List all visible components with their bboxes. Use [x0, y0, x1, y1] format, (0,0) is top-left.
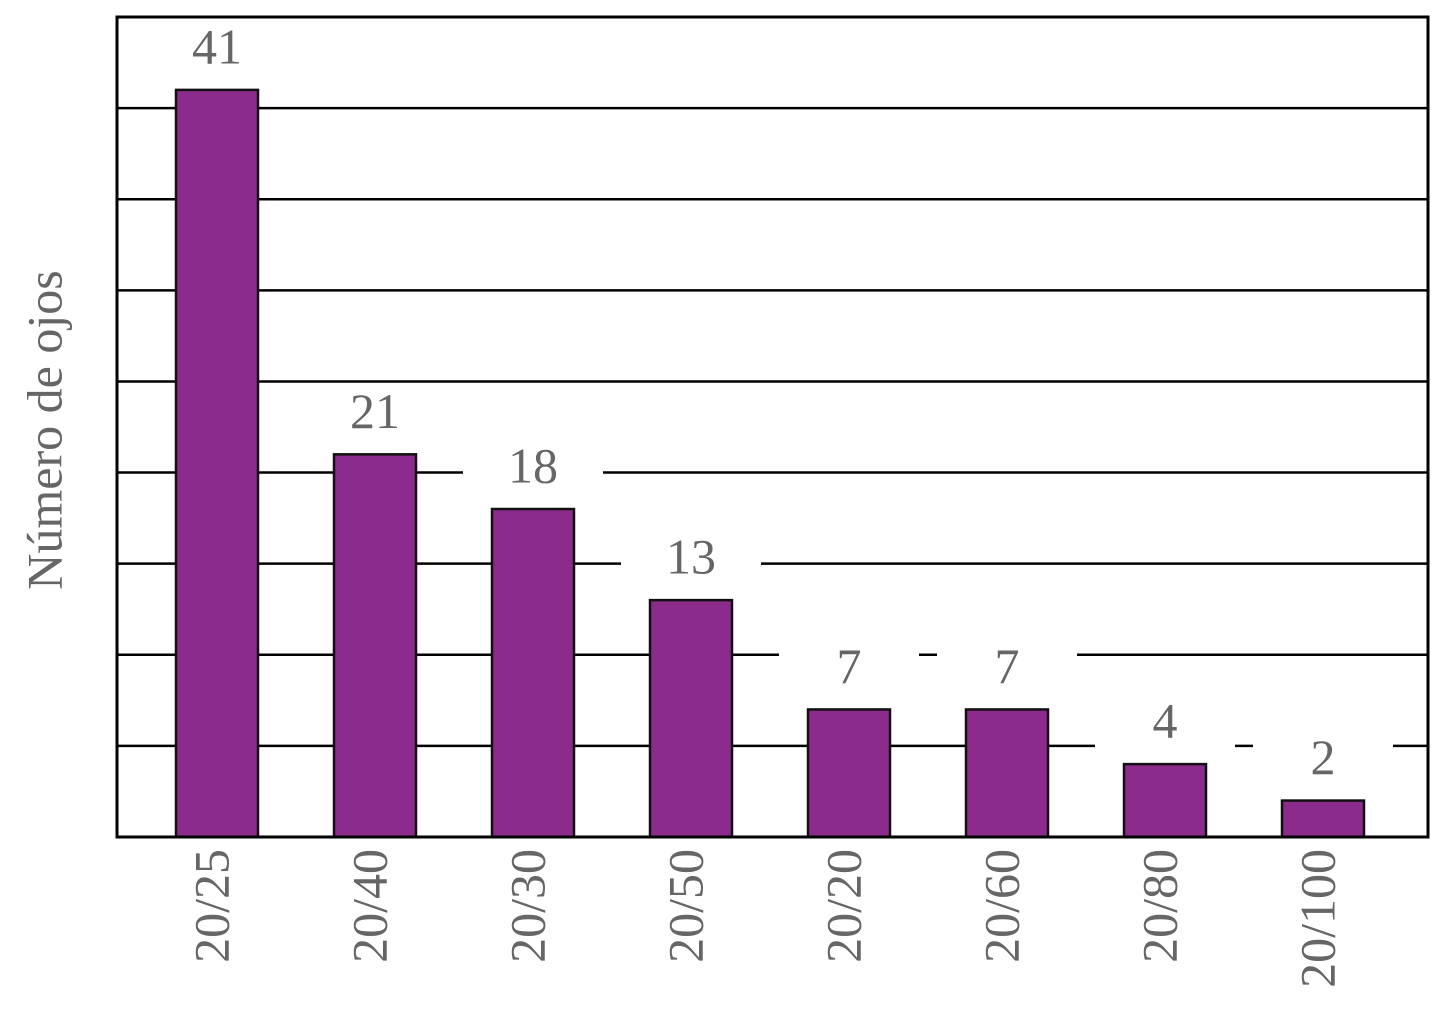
label-background — [937, 643, 1077, 696]
bar — [1122, 762, 1208, 839]
bar — [332, 453, 418, 839]
value-label: 18 — [508, 437, 558, 493]
bar — [964, 708, 1050, 839]
label-background — [621, 534, 761, 587]
label-background — [1095, 698, 1235, 751]
x-tick-label: 20/80 — [1131, 849, 1187, 963]
x-tick-label: 20/25 — [183, 849, 239, 963]
bar — [648, 598, 734, 839]
x-tick-label: 20/100 — [1289, 849, 1345, 988]
label-background — [463, 443, 603, 495]
bar — [1280, 799, 1366, 839]
value-label: 2 — [1311, 729, 1336, 785]
x-tick-label: 20/40 — [341, 849, 397, 963]
value-label: 21 — [350, 383, 400, 439]
value-label: 41 — [192, 18, 242, 74]
value-label: 4 — [1153, 693, 1178, 749]
value-label: 7 — [995, 638, 1020, 694]
x-tick-label: 20/50 — [657, 849, 713, 963]
y-axis-label: Número de ojos — [16, 270, 72, 589]
label-background — [779, 643, 919, 696]
x-tick-label: 20/30 — [499, 849, 555, 963]
bar — [174, 88, 260, 839]
label-background — [1253, 734, 1393, 787]
x-tick-label: 20/60 — [973, 849, 1029, 963]
label-background — [305, 388, 445, 441]
value-label: 7 — [837, 638, 862, 694]
value-label: 13 — [666, 529, 716, 585]
bar — [490, 507, 576, 839]
x-tick-label: 20/20 — [815, 849, 871, 963]
bar — [806, 708, 892, 839]
label-background — [147, 23, 287, 76]
plot-frame — [115, 15, 1430, 839]
